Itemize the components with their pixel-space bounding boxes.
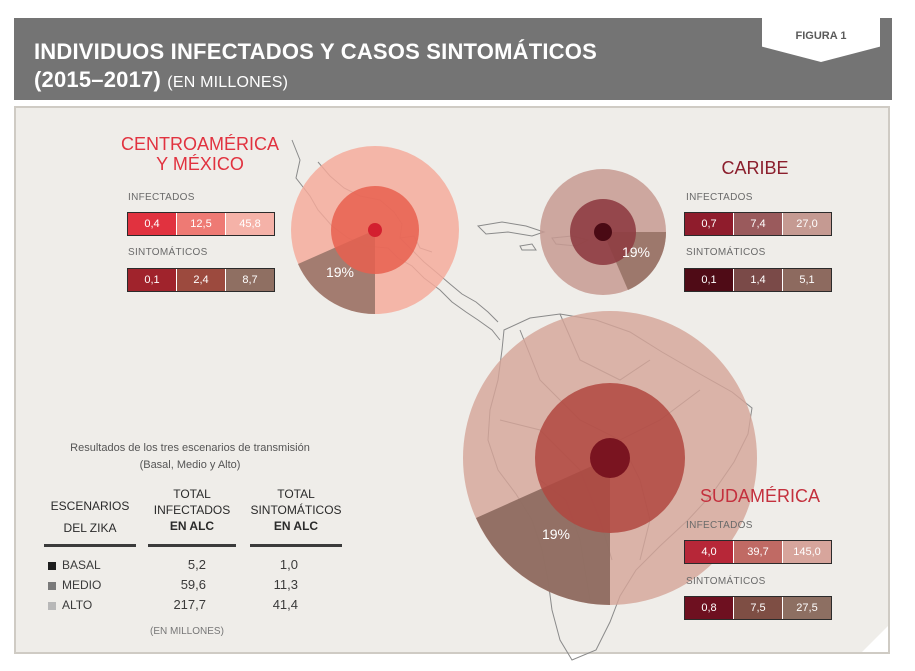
title-years: (2015–2017) [34, 67, 161, 92]
region-title-sudamerica: SUDAMÉRICA [700, 486, 821, 506]
sa-symptomatic-medio: 7,5 [734, 597, 783, 619]
legend-swatch-medio [48, 582, 56, 590]
bubble-sudamerica [463, 311, 757, 605]
sa-symptomatic-alto: 27,5 [783, 597, 831, 619]
ca-infected-row: 0,4 12,5 45,8 [127, 212, 275, 236]
region-title-centroamerica: CENTROAMÉRICA Y MÉXICO [120, 134, 280, 174]
figure-tag-label: FIGURA 1 [795, 30, 847, 42]
carib-infected-row: 0,7 7,4 27,0 [684, 212, 832, 236]
ca-share-label: 19% [325, 264, 355, 280]
carib-symptomatic-basal: 0,1 [685, 269, 734, 291]
col3-line-2: SINTOMÁTICOS [250, 503, 342, 517]
figure-title: INDIVIDUOS INFECTADOS Y CASOS SINTOMÁTIC… [34, 38, 597, 97]
carib-infected-alto: 27,0 [783, 213, 831, 235]
ca-symptomatic-label: SINTOMÁTICOS [128, 247, 208, 258]
region-title-caribe: CARIBE [700, 158, 810, 178]
col2-line-3: EN ALC [169, 519, 215, 533]
legend-note-line-1: Resultados de los tres escenarios de tra… [70, 442, 310, 454]
carib-inner-circle [594, 223, 612, 241]
legend-infected-alto: 217,7 [173, 597, 206, 612]
title-line-1: INDIVIDUOS INFECTADOS Y CASOS SINTOMÁTIC… [34, 39, 597, 64]
col2-line-2: INFECTADOS [153, 503, 231, 517]
ca-symptomatic-medio: 2,4 [177, 269, 226, 291]
bubble-centroamerica [291, 146, 459, 315]
col3-line-3: EN ALC [273, 519, 319, 533]
legend-note: Resultados de los tres escenarios de tra… [60, 440, 320, 474]
carib-symptomatic-medio: 1,4 [734, 269, 783, 291]
sa-share-label: 19% [541, 526, 571, 542]
panel-corner-cut [862, 626, 888, 652]
region-name-line-2: Y MÉXICO [156, 154, 244, 174]
legend-scenario-basal: BASAL [62, 558, 101, 572]
ca-symptomatic-row: 0,1 2,4 8,7 [127, 268, 275, 292]
carib-symptomatic-row: 0,1 1,4 5,1 [684, 268, 832, 292]
legend-rule-2 [148, 544, 236, 547]
col3-line-1: TOTAL [277, 487, 315, 501]
col1-line-1: ESCENARIOS [50, 499, 130, 513]
col1-line-2: DEL ZIKA [63, 521, 117, 535]
sa-infected-alto: 145,0 [783, 541, 831, 563]
region-name-line-1: CARIBE [721, 158, 789, 178]
col2-line-1: TOTAL [173, 487, 211, 501]
ca-infected-medio: 12,5 [177, 213, 226, 235]
legend-unit-note: (EN MILLONES) [150, 626, 224, 637]
sa-symptomatic-basal: 0,8 [685, 597, 734, 619]
title-unit: (EN MILLONES) [167, 74, 289, 91]
cuba-outline [476, 221, 546, 237]
carib-infected-medio: 7,4 [734, 213, 783, 235]
sa-infected-medio: 39,7 [734, 541, 783, 563]
legend-note-line-2: (Basal, Medio y Alto) [139, 459, 241, 471]
sa-infected-row: 4,0 39,7 145,0 [684, 540, 832, 564]
sa-infected-basal: 4,0 [685, 541, 734, 563]
ca-inner-circle [368, 223, 382, 237]
region-name-line-1: CENTROAMÉRICA [120, 134, 279, 154]
legend-rule-3 [250, 544, 342, 547]
carib-symptomatic-label: SINTOMÁTICOS [686, 247, 766, 258]
legend-scenario-medio: MEDIO [62, 578, 102, 592]
ca-infected-alto: 45,8 [226, 213, 274, 235]
legend-infected-basal: 5,2 [187, 557, 206, 572]
ca-infected-basal: 0,4 [128, 213, 177, 235]
sa-infected-label: INFECTADOS [686, 520, 753, 531]
ca-symptomatic-basal: 0,1 [128, 269, 177, 291]
legend-swatch-basal [48, 562, 56, 570]
legend-symptomatic-medio: 11,3 [273, 577, 298, 592]
legend-col-scenario-header: ESCENARIOS DEL ZIKA [40, 498, 140, 536]
carib-infected-basal: 0,7 [685, 213, 734, 235]
sa-symptomatic-label: SINTOMÁTICOS [686, 576, 766, 587]
carib-share-label: 19% [621, 244, 651, 260]
bubble-caribe [540, 169, 667, 295]
ca-symptomatic-alto: 8,7 [226, 269, 274, 291]
carib-infected-label: INFECTADOS [686, 192, 753, 203]
sa-inner-circle [590, 438, 630, 478]
legend-symptomatic-alto: 41,4 [272, 597, 298, 612]
carib-symptomatic-alto: 5,1 [783, 269, 831, 291]
jamaica-outline [519, 243, 537, 251]
sa-symptomatic-row: 0,8 7,5 27,5 [684, 596, 832, 620]
legend-infected-medio: 59,6 [180, 577, 206, 592]
legend-swatch-alto [48, 602, 56, 610]
figure-header: INDIVIDUOS INFECTADOS Y CASOS SINTOMÁTIC… [14, 18, 892, 100]
region-name-line-1: SUDAMÉRICA [700, 486, 821, 506]
legend-col-symptomatic-header: TOTAL SINTOMÁTICOS EN ALC [244, 486, 348, 534]
legend-rule-1 [44, 544, 136, 547]
legend-symptomatic-basal: 1,0 [279, 557, 298, 572]
legend-scenario-alto: ALTO [62, 598, 93, 612]
legend-col-infected-header: TOTAL INFECTADOS EN ALC [144, 486, 240, 534]
ca-infected-label: INFECTADOS [128, 192, 195, 203]
